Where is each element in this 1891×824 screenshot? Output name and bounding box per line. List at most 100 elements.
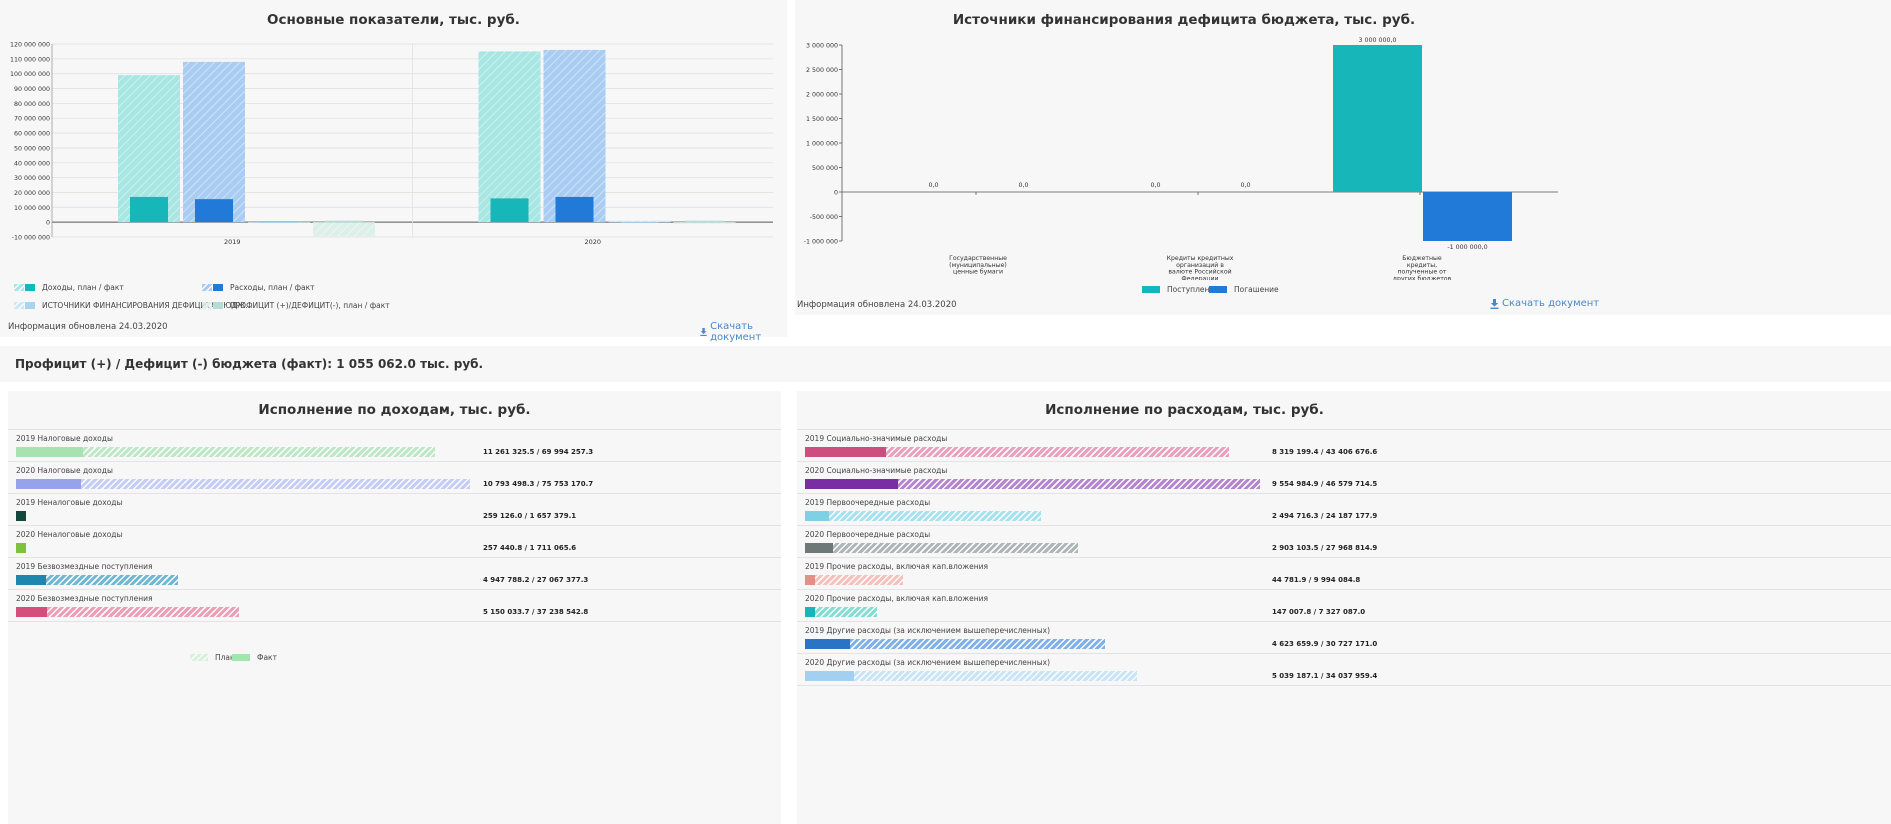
y-tick-label: 100 000 000 [10, 71, 50, 78]
execution-row[interactable]: 2019 Неналоговые доходы 259 126.0 / 1 657… [16, 498, 643, 524]
main-indicators-chart: -10 000 000 0 10 000 000 20 000 000 30 000 0… [10, 42, 773, 246]
execution-row[interactable]: 2019 Первоочередные расходы 2 494 716.3 /… [805, 498, 1432, 524]
bar-plan [313, 222, 375, 237]
bar-fact [805, 607, 815, 617]
row-value: 5 039 187.1 / 34 037 959.4 [1272, 672, 1378, 680]
bar-track [805, 479, 1260, 489]
bar-track [805, 607, 1260, 617]
row-separator [797, 589, 1891, 590]
execution-row[interactable]: 2020 Прочие расходы, включая кап.вложени… [805, 594, 1432, 620]
legend-item-plan[interactable]: План [190, 653, 235, 662]
income-execution-title: Исполнение по доходам, тыс. руб. [258, 402, 531, 418]
bar-plan [805, 575, 903, 585]
legend-swatch-fact [25, 284, 35, 291]
download-icon [1490, 298, 1499, 309]
legend-item-repayment[interactable]: Погашение [1209, 285, 1279, 294]
deficit-sources-chart: -1 000 000 -500 000 0 500 000 1 000 000 1 500… [804, 37, 1558, 280]
bar-track [805, 671, 1260, 681]
x-tick-label: Федерации [1181, 275, 1218, 280]
x-tick-label: 2019 [224, 238, 241, 246]
y-tick-label: 2 500 000 [806, 67, 838, 74]
legend-label: Поступление [1167, 285, 1219, 294]
y-tick-label: 80 000 000 [14, 101, 50, 108]
execution-row[interactable]: 2020 Первоочередные расходы 2 903 103.5 /… [805, 530, 1432, 556]
row-label: 2020 Неналоговые доходы [16, 530, 123, 539]
bar-track [16, 447, 470, 457]
legend-item-income[interactable]: Доходы, план / факт [14, 283, 124, 292]
legend-item-inflow[interactable]: Поступление [1142, 285, 1219, 294]
bar-fact [805, 671, 855, 681]
row-separator [8, 461, 781, 462]
bar-track [16, 607, 470, 617]
bar-plan [673, 222, 736, 224]
y-tick-label: 40 000 000 [14, 160, 50, 167]
execution-row[interactable]: 2020 Налоговые доходы 10 793 498.3 / 75 7… [16, 466, 643, 492]
y-tick-label: -500 000 [810, 214, 838, 221]
update-info: Информация обновлена 24.03.2020 [797, 300, 957, 310]
bar-track [805, 639, 1260, 649]
x-tick-label: других бюджетов [1393, 274, 1452, 280]
row-separator [797, 653, 1891, 654]
legend-item-expenses[interactable]: Расходы, план / факт [202, 283, 315, 292]
legend-swatch-plan [202, 302, 212, 309]
y-tick-label: -1 000 000 [804, 239, 838, 246]
legend-label: Погашение [1234, 285, 1279, 294]
bar-track [805, 575, 1260, 585]
x-tick-label: 2020 [584, 238, 601, 246]
row-separator [8, 493, 781, 494]
execution-row[interactable]: 2019 Прочие расходы, включая кап.вложени… [805, 562, 1432, 588]
bar-plan [16, 447, 436, 457]
main-indicators-panel: Основные показатели, тыс. руб. -10 000 0… [0, 0, 787, 343]
legend-item-deficit-sources[interactable]: ИСТОЧНИКИ ФИНАНСИРОВАНИЯ ДЕФИЦИТА БЮДЖ..… [14, 301, 252, 310]
bar-fact [195, 199, 233, 223]
legend-item-fact[interactable]: Факт [232, 653, 277, 662]
row-separator [797, 461, 1891, 462]
row-label: 2019 Социально-значимые расходы [805, 434, 948, 443]
execution-row[interactable]: 2019 Безвозмездные поступления 4 947 788.… [16, 562, 643, 588]
download-link[interactable]: Скачать документ [700, 321, 787, 343]
bar-repayment [1423, 192, 1512, 241]
row-label: 2020 Социально-значимые расходы [805, 466, 948, 475]
legend-swatch-fact [213, 284, 223, 291]
x-tick-label: (муниципальные) [949, 262, 1007, 269]
row-separator [797, 621, 1891, 622]
execution-row[interactable]: 2020 Безвозмездные поступления 5 150 033.… [16, 594, 643, 620]
row-value: 8 319 199.4 / 43 406 676.6 [1272, 448, 1378, 456]
bar-track [16, 543, 470, 553]
bar-plan [805, 607, 877, 617]
y-tick-label: 50 000 000 [14, 145, 50, 152]
row-separator [8, 557, 781, 558]
execution-row[interactable]: 2019 Налоговые доходы 11 261 325.5 / 69 9… [16, 434, 643, 460]
legend-swatch-fact [213, 302, 223, 309]
row-separator [8, 589, 781, 590]
row-separator [797, 429, 1891, 430]
row-separator [797, 493, 1891, 494]
deficit-sources-panel: Источники финансирования дефицита бюджет… [795, 0, 1891, 315]
bar-fact [260, 222, 298, 223]
download-link[interactable]: Скачать документ [1490, 298, 1599, 309]
bar-fact [685, 220, 724, 223]
legend-item-surplus-deficit[interactable]: ПРОФИЦИТ (+)/ДЕФИЦИТ(-), план / факт [202, 301, 390, 310]
y-tick-label: 90 000 000 [14, 86, 50, 93]
legend-swatch-plan [14, 302, 24, 309]
execution-row[interactable]: 2020 Неналоговые доходы 257 440.8 / 1 711… [16, 530, 643, 556]
row-separator [8, 525, 781, 526]
legend-swatch [1209, 286, 1227, 293]
legend-label: ИСТОЧНИКИ ФИНАНСИРОВАНИЯ ДЕФИЦИТА БЮДЖ..… [42, 301, 253, 310]
execution-row[interactable]: 2020 Другие расходы (за исключением выше… [805, 658, 1432, 684]
main-indicators-title: Основные показатели, тыс. руб. [267, 12, 520, 28]
row-label: 2019 Налоговые доходы [16, 434, 113, 443]
bar-inflow [1333, 45, 1422, 192]
execution-row[interactable]: 2019 Социально-значимые расходы 8 319 199… [805, 434, 1432, 460]
row-label: 2020 Первоочередные расходы [805, 530, 931, 539]
x-tick-label: организаций в [1176, 261, 1224, 269]
execution-row[interactable]: 2019 Другие расходы (за исключением выше… [805, 626, 1432, 652]
bar-fact [805, 543, 834, 553]
execution-row[interactable]: 2020 Социально-значимые расходы 9 554 984… [805, 466, 1432, 492]
download-label: Скачать документ [1502, 298, 1600, 309]
legend-swatch-plan [190, 654, 208, 661]
bar-fact [620, 222, 659, 223]
y-tick-label: 500 000 [812, 165, 838, 172]
x-tick-label: ценные бумаги [953, 268, 1003, 276]
bar-fact [555, 196, 594, 223]
